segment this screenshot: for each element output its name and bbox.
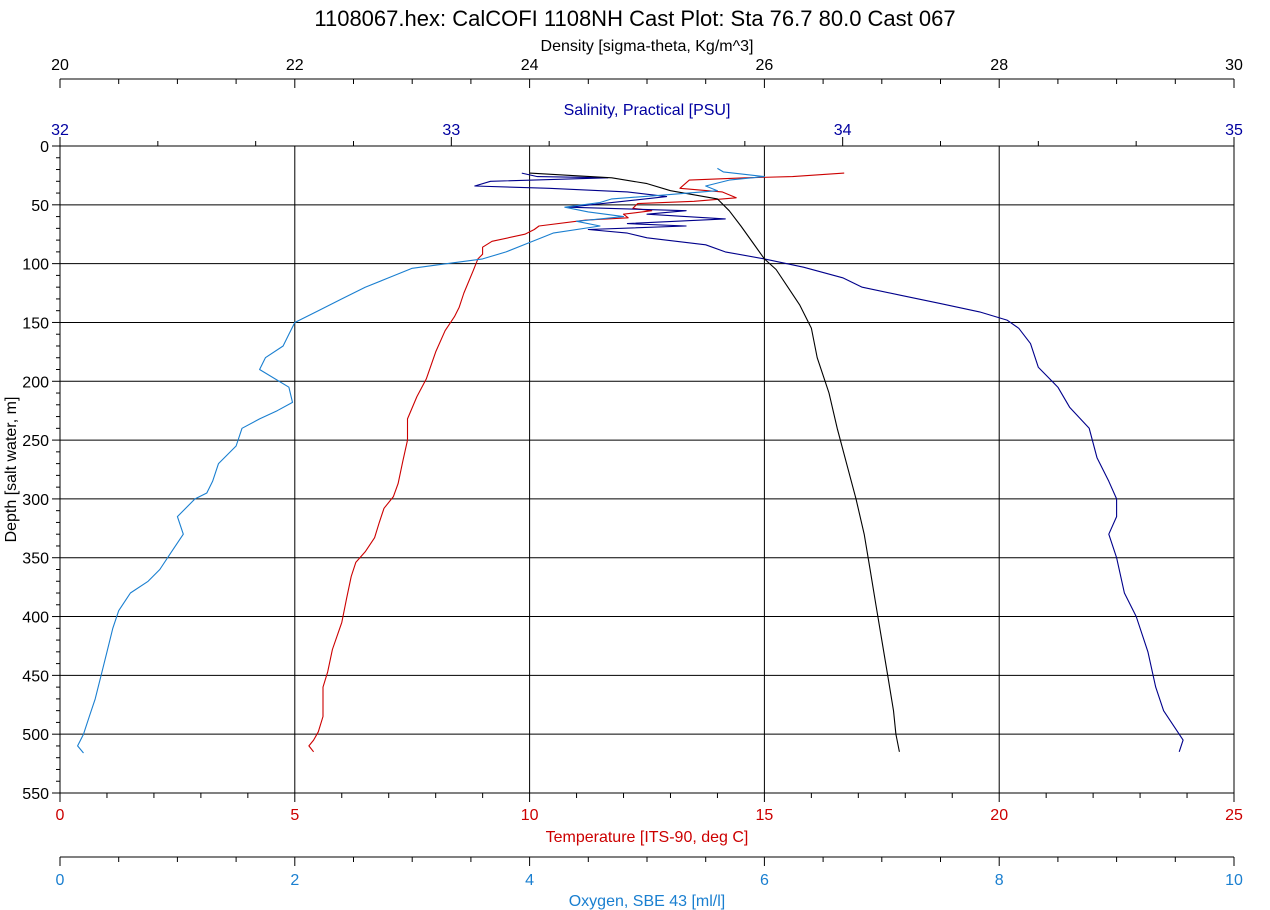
chart-title: 1108067.hex: CalCOFI 1108NH Cast Plot: S…: [314, 6, 955, 31]
temperature-axis-label: Temperature [ITS-90, deg C]: [546, 829, 749, 846]
oxygen-tick-label: 8: [995, 872, 1004, 889]
oxygen-tick-label: 6: [760, 872, 769, 889]
density-tick-label: 30: [1225, 57, 1243, 74]
density-axis-label: Density [sigma-theta, Kg/m^3]: [541, 38, 754, 55]
density-tick-label: 20: [51, 57, 69, 74]
oxygen-tick-label: 4: [525, 872, 534, 889]
oxygen-tick-label: 0: [56, 872, 65, 889]
salinity-tick-label: 33: [442, 122, 460, 139]
y-tick-label: 0: [40, 139, 49, 156]
y-tick-label: 450: [22, 668, 49, 685]
salinity-tick-label: 34: [834, 122, 852, 139]
y-tick-label: 200: [22, 374, 49, 391]
oxygen-tick-label: 2: [290, 872, 299, 889]
temperature-profile-line: [308, 172, 845, 753]
temperature-tick-label: 5: [290, 807, 299, 824]
salinity-tick-label: 35: [1225, 122, 1243, 139]
oxygen-tick-label: 10: [1225, 872, 1243, 889]
oxygen-axis-label: Oxygen, SBE 43 [ml/l]: [569, 893, 726, 910]
y-tick-label: 350: [22, 551, 49, 568]
y-tick-label: 50: [31, 198, 49, 215]
temperature-tick-label: 10: [521, 807, 539, 824]
salinity-profile-line: [474, 172, 1184, 752]
density-tick-label: 22: [286, 57, 304, 74]
temperature-tick-label: 25: [1225, 807, 1243, 824]
density-tick-label: 26: [756, 57, 774, 74]
plot-frame: [59, 145, 1235, 794]
y-tick-label: 150: [22, 315, 49, 332]
salinity-axis-label: Salinity, Practical [PSU]: [564, 102, 731, 119]
y-axis-label: Depth [salt water, m]: [3, 397, 20, 543]
y-tick-label: 100: [22, 257, 49, 274]
y-tick-label: 250: [22, 433, 49, 450]
oxygen-profile-line: [77, 167, 765, 754]
density-profile-line: [529, 172, 900, 752]
temperature-tick-label: 15: [756, 807, 774, 824]
plot-grid: [59, 145, 1235, 794]
y-tick-label: 300: [22, 492, 49, 509]
y-tick-label: 400: [22, 610, 49, 627]
salinity-tick-label: 32: [51, 122, 69, 139]
y-tick-label: 550: [22, 786, 49, 803]
density-tick-label: 28: [990, 57, 1008, 74]
plot-series: [77, 167, 1184, 754]
y-tick-label: 500: [22, 727, 49, 744]
temperature-tick-label: 0: [56, 807, 65, 824]
temperature-tick-label: 20: [990, 807, 1008, 824]
density-tick-label: 24: [521, 57, 539, 74]
